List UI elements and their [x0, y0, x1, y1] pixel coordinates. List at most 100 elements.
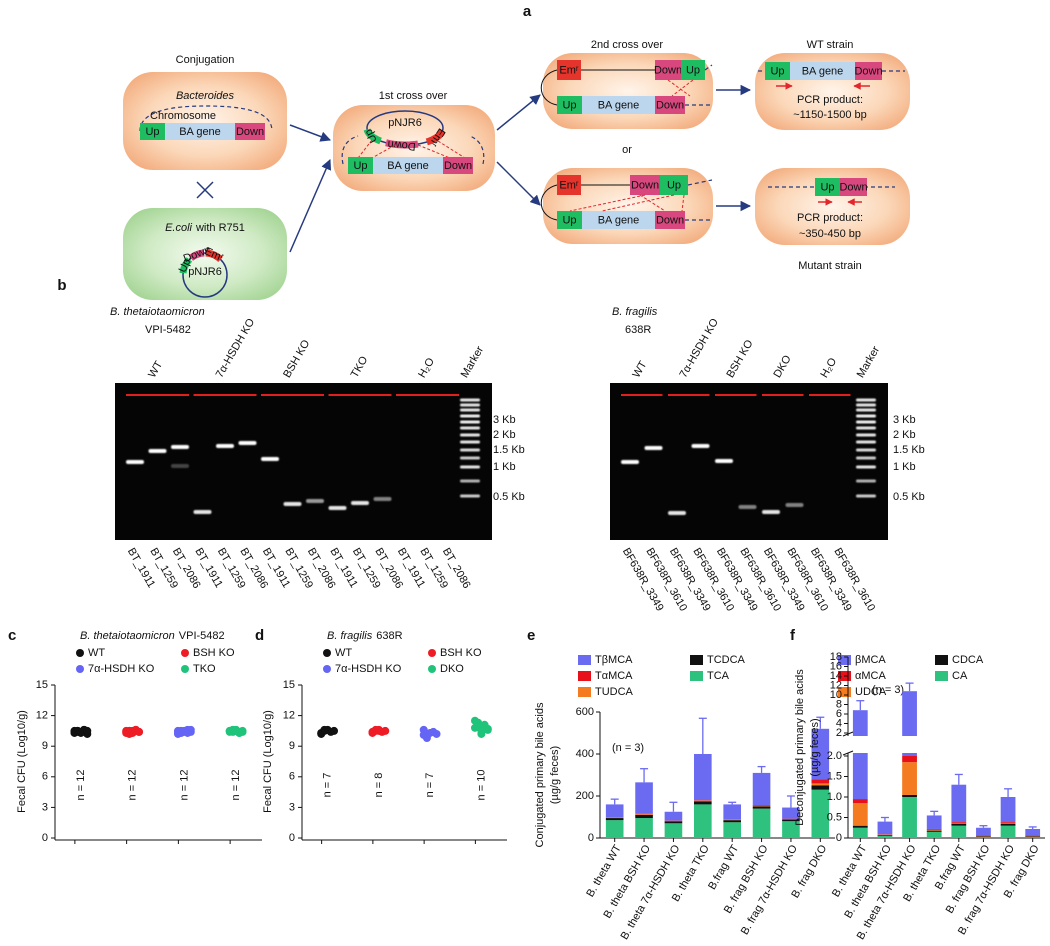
y-tick-label: 6 — [836, 708, 842, 720]
chromosome — [341, 135, 359, 165]
gene-label: Up — [686, 64, 700, 76]
legend-swatch — [838, 655, 851, 665]
point — [177, 727, 186, 736]
ladder-band — [460, 420, 480, 424]
bar-segment — [694, 801, 712, 805]
ladder-band — [460, 408, 480, 412]
gel-band — [644, 446, 663, 450]
bar-segment — [976, 837, 991, 838]
gel-band — [126, 460, 144, 464]
gene-label: Up — [562, 99, 576, 111]
legend-marker — [76, 649, 84, 657]
plasmid-box — [630, 175, 660, 195]
legend-swatch — [935, 655, 948, 665]
gene-label: BA gene — [598, 99, 640, 111]
group-label: WT — [146, 359, 165, 380]
group-label: Marker — [855, 344, 883, 380]
marker-label: 3 Kb — [493, 414, 516, 426]
legend-label: TKO — [193, 663, 216, 675]
crossover-line — [357, 139, 373, 159]
arrow — [496, 94, 541, 131]
marker-label: 1 Kb — [493, 461, 516, 473]
bar-segment — [1000, 797, 1016, 823]
gene-box — [582, 211, 655, 229]
panel-label: f — [790, 627, 796, 644]
n-label: n = 10 — [475, 770, 487, 801]
gel-band — [668, 511, 686, 515]
plasmid-name: pNJR6 — [388, 117, 422, 129]
species: B. fragilis — [612, 306, 658, 318]
bar-segment — [877, 835, 893, 838]
gene-label: Down — [854, 65, 882, 77]
species: B. fragilis — [327, 630, 373, 642]
bar-segment — [635, 818, 653, 838]
gene-box — [557, 96, 582, 114]
point — [374, 726, 383, 735]
gene-label: Down — [656, 99, 684, 111]
bar-segment — [723, 822, 741, 838]
ladder-band — [856, 420, 876, 424]
y-tick-label: 15 — [283, 679, 295, 691]
plasmid-segment — [363, 128, 382, 145]
crossover-line — [417, 144, 451, 159]
species: B. thetaiotaomicron — [80, 630, 175, 642]
strain: VPI-5482 — [179, 630, 225, 642]
or-label: or — [622, 144, 632, 156]
y-tick-label: 14 — [830, 670, 842, 682]
break-mark — [842, 750, 854, 756]
gel-band — [691, 444, 710, 448]
bar-segment — [951, 822, 967, 823]
bar-segment — [811, 779, 830, 784]
legend-marker — [181, 649, 189, 657]
point — [320, 725, 329, 734]
bar-segment — [852, 803, 868, 826]
bar-segment — [811, 783, 830, 786]
y-tick-label: 6 — [42, 771, 48, 783]
ladder-band — [460, 465, 480, 469]
y-tick-label: 4 — [836, 717, 842, 729]
y-tick-label: 0 — [289, 832, 295, 844]
gel-band — [171, 445, 189, 449]
bar-segment — [1000, 822, 1016, 823]
y-axis-label: Deconjugated primary bile acids — [794, 669, 806, 826]
gel-band — [283, 502, 302, 506]
step-title: 2nd cross over — [591, 39, 663, 51]
ladder-band — [856, 494, 876, 498]
bar-segment — [811, 785, 830, 790]
bar-segment — [1000, 825, 1016, 838]
point — [432, 729, 441, 738]
gene-label: Down — [631, 179, 659, 191]
group-label: Marker — [459, 344, 487, 380]
point — [422, 732, 431, 740]
gene-label: Up — [562, 214, 576, 226]
legend-label: αMCA — [855, 670, 886, 682]
legend-swatch — [935, 671, 948, 681]
chromosome — [469, 135, 485, 165]
plasmid-loop — [540, 69, 558, 106]
panel-label: b — [57, 277, 66, 294]
y-tick-label: 8 — [836, 698, 842, 710]
bar-segment — [694, 754, 712, 801]
plasmid-loop — [540, 184, 558, 221]
legend-marker — [76, 665, 84, 673]
plasmid-name: pNJR6 — [188, 266, 222, 278]
ladder-band — [460, 479, 480, 483]
bar-segment — [852, 710, 868, 800]
bar-segment — [605, 820, 624, 838]
crossover-line — [371, 144, 396, 159]
ladder-band — [856, 408, 876, 412]
bar-segment — [951, 823, 967, 826]
gene-label: Down — [839, 181, 867, 193]
legend-label: TUDCA — [595, 686, 634, 698]
y-tick-label: 9 — [42, 740, 48, 752]
point — [381, 726, 390, 735]
ladder-band — [856, 426, 876, 430]
crossover-line — [437, 140, 466, 159]
cell-name: E.coli with R751 — [165, 222, 245, 234]
arrow — [289, 124, 331, 142]
gene-label: Down — [656, 214, 684, 226]
plasmid-part-label: Up — [177, 257, 194, 275]
group-label: DKO — [771, 353, 794, 380]
gel — [610, 383, 888, 540]
ladder-band — [856, 403, 876, 407]
